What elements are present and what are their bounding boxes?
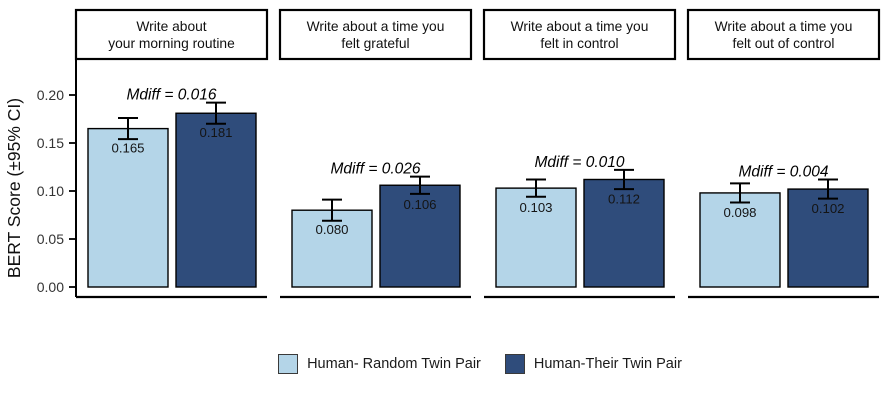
mdiff-label: Mdiff = 0.004 (738, 163, 828, 180)
bar-value-label: 0.112 (608, 191, 640, 206)
bar-value-label: 0.106 (403, 197, 436, 212)
facet-title-line: Write about (136, 19, 206, 34)
facet-header-box (482, 8, 677, 61)
legend-swatch-light-blue (278, 354, 299, 374)
bar-value-label: 0.165 (111, 141, 144, 156)
y-axis-title: BERT Score (±95% CI) (4, 98, 24, 278)
legend-label-random-twin-pair: Human- Random Twin Pair (307, 356, 481, 372)
bar-value-label: 0.103 (519, 200, 552, 215)
bar (699, 192, 781, 288)
facet-title-line: felt grateful (341, 36, 409, 51)
bar (379, 184, 461, 288)
bar (291, 209, 373, 288)
facet-title-line: Write about a time you (307, 19, 445, 34)
facet-header-box (686, 8, 881, 61)
bar-value-label: 0.181 (199, 125, 232, 140)
bar-value-label: 0.098 (723, 205, 756, 220)
legend-swatch-dark-blue (504, 354, 525, 374)
y-tick-label: 0.10 (37, 183, 64, 199)
facet-title-line: Write about a time you (511, 19, 649, 34)
facet-title-line: felt in control (540, 36, 618, 51)
bar (495, 187, 577, 288)
facet-title-line: felt out of control (732, 36, 834, 51)
legend-label-their-twin-pair: Human-Their Twin Pair (533, 356, 682, 372)
bar-chart: BERT Score (±95% CI) 0.00 0.05 0.10 0.15 0.20… (4, 8, 881, 299)
bar-value-label: 0.102 (811, 201, 844, 216)
bar-value-label: 0.080 (315, 222, 348, 237)
bar (87, 127, 169, 288)
facet-header-box (74, 8, 269, 61)
legend-item-random-twin-pair: Human- Random Twin Pair (278, 354, 481, 374)
legend-item-their-twin-pair: Human-Their Twin Pair (504, 354, 682, 374)
facet-header-box (278, 8, 473, 61)
facet-title-line: Write about a time you (715, 19, 853, 34)
chart-legend: Human- Random Twin Pair Human-Their Twin… (0, 354, 888, 374)
bar (583, 178, 665, 288)
bar (175, 112, 257, 288)
facet-title-line: your morning routine (108, 36, 235, 51)
y-tick-label: 0.15 (37, 135, 64, 151)
mdiff-label: Mdiff = 0.010 (534, 154, 624, 171)
mdiff-label: Mdiff = 0.016 (126, 87, 216, 104)
y-tick-label: 0.00 (37, 279, 64, 295)
y-tick-label: 0.05 (37, 231, 64, 247)
mdiff-label: Mdiff = 0.026 (330, 161, 420, 178)
bar (787, 188, 869, 288)
y-tick-label: 0.20 (37, 87, 64, 103)
